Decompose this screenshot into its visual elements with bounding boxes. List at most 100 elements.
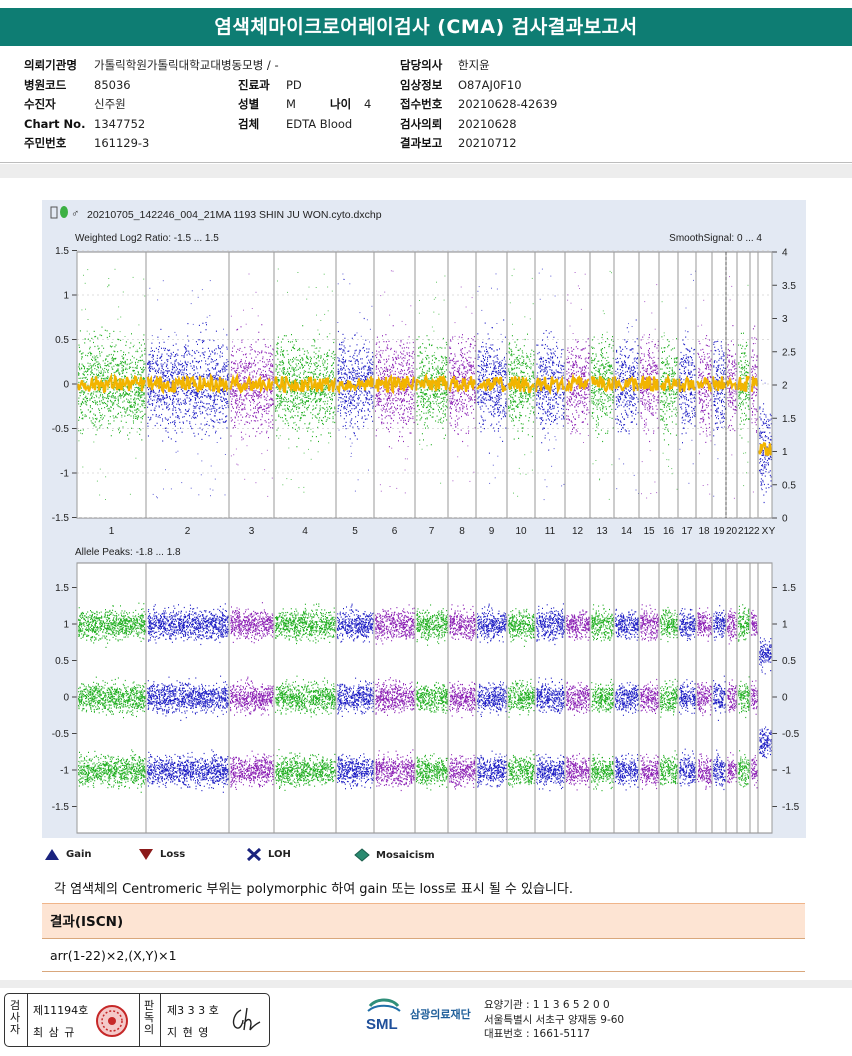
result-iscn-value: arr(1-22)×2,(X,Y)×1 (42, 940, 805, 972)
org-address: 요양기관 : 1 1 3 6 5 2 0 0 서울특별시 서초구 양재동 9-6… (484, 998, 624, 1042)
triangle-up-icon (45, 849, 59, 860)
y2-tick-label: -1.5 (782, 802, 800, 813)
cross-icon (246, 848, 262, 861)
reviewer-name: 지 현 영 (167, 1024, 209, 1040)
y2-tick-label: -0.5 (782, 729, 800, 740)
info-value: 20210712 (458, 134, 517, 154)
patient-info-col2: 진료과 PD 성별 M 나이 4 검체 EDTA Blood (238, 56, 371, 134)
chromosome-label: 21 (738, 526, 750, 537)
info-label: 의뢰기관명 (24, 56, 94, 76)
y-tick-label: -0.5 (52, 729, 70, 740)
info-label: 결과보고 (400, 134, 458, 154)
org-logo: SML 삼광의료재단 (364, 996, 471, 1032)
info-label: 담당의사 (400, 56, 458, 76)
y-tick-label: 0 (63, 693, 69, 704)
chromosome-label: 20 (726, 526, 738, 537)
chromosome-label: Y (769, 526, 776, 537)
chromosome-label: 5 (352, 526, 358, 537)
y-tick-label: 1 (63, 620, 69, 631)
patient-info-col3: 담당의사 한지윤 임상정보 O87AJ0F10 접수번호 20210628-42639 검사… (400, 56, 557, 154)
info-value: 1347752 (94, 115, 145, 135)
info-value: EDTA Blood (286, 115, 352, 135)
legend-label: Loss (160, 849, 185, 860)
allele-axis-label: Allele Peaks: -1.8 ... 1.8 (75, 547, 181, 558)
chromosome-label: 2 (185, 526, 191, 537)
chromosome-label: 19 (713, 526, 725, 537)
info-label: 검체 (238, 115, 286, 135)
chromosome-label: 7 (429, 526, 435, 537)
info-label: 주민번호 (24, 134, 94, 154)
log2-scatter (76, 268, 773, 504)
centromere-note: 각 염색체의 Centromeric 부위는 polymorphic 하여 ga… (54, 878, 573, 897)
chromosome-boundaries (76, 252, 773, 833)
y-tick-label: 0.5 (55, 656, 69, 667)
report-title: 염색체마이크로어레이검사 (CMA) 검사결과보고서 (0, 8, 852, 46)
info-label: 진료과 (238, 76, 286, 96)
info-value: PD (286, 76, 302, 96)
y2-tick-label: 0.5 (782, 480, 796, 491)
y2-tick-label: 0 (782, 514, 788, 525)
chromosome-label: 1 (109, 526, 115, 537)
info-label: 임상정보 (400, 76, 458, 96)
org-line3: 대표번호 : 1661-5117 (484, 1027, 624, 1042)
info-value: 한지윤 (458, 56, 490, 76)
section-band (0, 164, 852, 178)
y-tick-label: 0 (63, 380, 69, 391)
chromosome-label: 4 (302, 526, 308, 537)
chromosome-label: 9 (489, 526, 495, 537)
chromosome-label: 11 (545, 526, 556, 537)
chromosome-label: 17 (681, 526, 693, 537)
patient-info-col1: 의뢰기관명 가톨릭학원가톨릭대학교대병동모병 / - 병원코드 85036 수진자 신주원… (24, 56, 279, 154)
legend-loss: Loss (138, 848, 185, 861)
legend-label: Gain (66, 849, 92, 860)
y2-tick-label: 3.5 (782, 281, 796, 292)
allele-scatter (78, 602, 772, 793)
y2-tick-label: 1.5 (782, 583, 796, 594)
y-tick-label: -0.5 (52, 424, 70, 435)
chromosome-label: 22 (748, 526, 760, 537)
seal-stamp-icon (96, 1005, 128, 1037)
y-tick-label: -1 (60, 766, 69, 777)
org-line1: 요양기관 : 1 1 3 6 5 2 0 0 (484, 998, 624, 1013)
info-value: 가톨릭학원가톨릭대학교대병동모병 / - (94, 56, 279, 76)
sml-logo-text: SML (366, 1016, 398, 1032)
legend-gain: Gain (44, 848, 92, 861)
legend-label: Mosaicism (376, 850, 435, 861)
y-tick-label: 1.5 (55, 246, 69, 257)
divider (0, 162, 852, 163)
smooth-axis-label: SmoothSignal: 0 ... 4 (669, 233, 762, 244)
chromosome-label: 8 (459, 526, 465, 537)
legend-mosaicism: Mosaicism (354, 848, 435, 862)
y2-tick-label: 2 (782, 381, 788, 392)
y-tick-label: 0.5 (55, 335, 69, 346)
info-label: 병원코드 (24, 76, 94, 96)
info-value: 신주원 (94, 95, 126, 115)
chromosome-label: 6 (392, 526, 398, 537)
chromosome-label: 13 (596, 526, 608, 537)
y-tick-label: -1.5 (52, 513, 70, 524)
info-value: 161129-3 (94, 134, 149, 154)
y2-tick-label: 1.5 (782, 414, 796, 425)
info-label: 수진자 (24, 95, 94, 115)
triangle-down-icon (139, 849, 153, 860)
info-label: 성별 (238, 95, 286, 115)
signature-icon (232, 1007, 261, 1031)
info-label: 접수번호 (400, 95, 458, 115)
info-value: 20210628 (458, 115, 517, 135)
y2-tick-label: 1 (782, 447, 788, 458)
cma-plot: 20210705_142246_004_21MA 1193 SHIN JU WO… (50, 206, 800, 834)
info-value: 85036 (94, 76, 131, 96)
info-value: M (286, 95, 328, 115)
chromosome-label: 16 (663, 526, 675, 537)
legend-label: LOH (268, 849, 291, 860)
cma-plot-panel: 20210705_142246_004_21MA 1193 SHIN JU WO… (42, 200, 806, 838)
plot-filename: 20210705_142246_004_21MA 1193 SHIN JU WO… (87, 209, 382, 221)
inspector-name: 최 삼 규 (33, 1024, 75, 1040)
inspector-license: 제11194호 (33, 1002, 88, 1018)
reviewer-license: 제3 3 3 호 (167, 1002, 219, 1018)
age-value: 4 (364, 95, 371, 115)
info-label: Chart No. (24, 115, 94, 135)
